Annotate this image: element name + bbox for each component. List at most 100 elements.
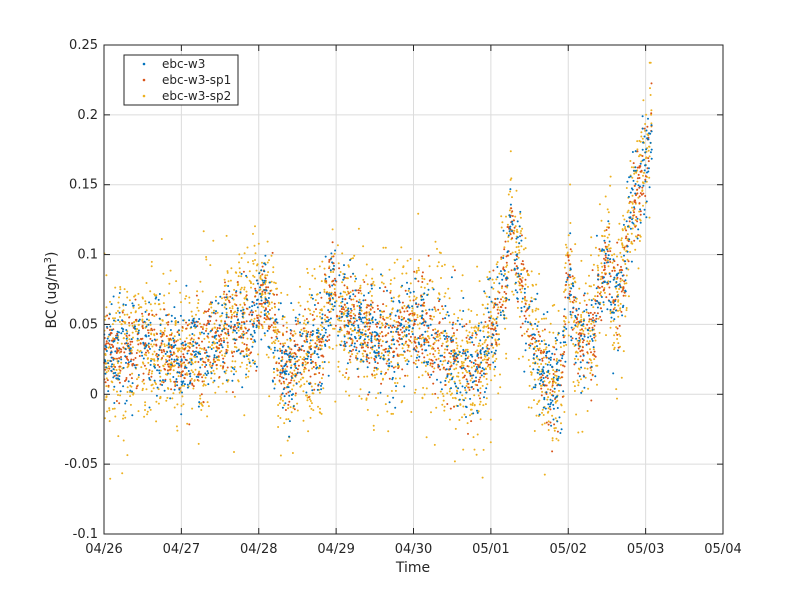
point-ebc-w3-sp1 [318,341,321,343]
point-ebc-w3-sp2 [555,358,558,360]
point-ebc-w3-sp1 [365,306,368,309]
point-ebc-w3-sp2 [243,302,246,304]
point-ebc-w3-sp2 [201,290,204,293]
point-ebc-w3-sp2 [132,392,135,395]
point-ebc-w3 [301,364,304,366]
point-ebc-w3-sp2 [604,195,607,198]
point-ebc-w3-sp2 [438,334,441,337]
point-ebc-w3 [348,297,351,300]
point-ebc-w3-sp2 [347,378,350,381]
point-ebc-w3-sp1 [382,317,385,320]
point-ebc-w3-sp2 [352,298,355,301]
point-ebc-w3-sp2 [459,309,461,312]
point-ebc-w3 [228,290,231,293]
point-ebc-w3-sp1 [320,354,323,357]
point-ebc-w3-sp2 [515,189,518,192]
point-ebc-w3-sp2 [613,341,615,344]
point-ebc-w3 [154,297,157,300]
point-ebc-w3-sp2 [477,370,479,373]
point-ebc-w3-sp2 [353,327,356,329]
point-ebc-w3-sp1 [328,334,331,337]
point-ebc-w3 [450,350,453,352]
point-ebc-w3-sp2 [615,331,618,334]
point-ebc-w3-sp1 [202,401,205,403]
point-ebc-w3-sp2 [462,361,465,364]
point-ebc-w3 [329,324,332,327]
point-ebc-w3-sp2 [497,392,500,395]
point-ebc-w3-sp2 [587,332,590,335]
point-ebc-w3-sp2 [581,390,584,393]
point-ebc-w3-sp2 [225,390,228,393]
point-ebc-w3-sp1 [587,312,590,315]
point-ebc-w3-sp2 [443,351,446,354]
point-ebc-w3-sp2 [267,356,270,359]
point-ebc-w3-sp1 [281,356,284,359]
point-ebc-w3-sp1 [594,355,597,358]
point-ebc-w3-sp2 [214,326,217,329]
point-ebc-w3 [264,263,267,266]
point-ebc-w3-sp1 [545,384,548,387]
point-ebc-w3-sp2 [461,339,464,342]
point-ebc-w3 [255,279,258,282]
point-ebc-w3 [112,358,115,361]
point-ebc-w3-sp1 [577,313,580,316]
point-ebc-w3-sp2 [286,383,289,386]
point-ebc-w3-sp2 [365,314,368,317]
point-ebc-w3-sp2 [286,439,289,442]
point-ebc-w3-sp2 [594,335,597,337]
point-ebc-w3 [238,322,241,325]
point-ebc-w3-sp2 [264,283,267,285]
point-ebc-w3-sp2 [293,369,296,372]
point-ebc-w3-sp2 [233,395,236,398]
point-ebc-w3 [213,379,216,382]
point-ebc-w3-sp1 [363,312,366,315]
point-ebc-w3-sp1 [374,335,376,338]
point-ebc-w3-sp2 [318,391,321,394]
point-ebc-w3-sp2 [410,355,413,358]
point-ebc-w3-sp1 [303,358,306,361]
point-ebc-w3-sp1 [134,298,137,301]
point-ebc-w3-sp1 [537,330,540,333]
point-ebc-w3-sp1 [575,321,578,324]
point-ebc-w3-sp2 [398,309,401,312]
point-ebc-w3-sp1 [204,352,206,354]
point-ebc-w3-sp2 [193,373,196,376]
point-ebc-w3-sp1 [272,321,275,324]
point-ebc-w3-sp1 [182,353,185,356]
point-ebc-w3-sp2 [341,252,344,255]
point-ebc-w3 [357,326,360,329]
point-ebc-w3 [386,350,389,353]
point-ebc-w3 [456,405,459,407]
point-ebc-w3 [450,336,453,339]
point-ebc-w3-sp2 [239,303,242,306]
point-ebc-w3 [276,321,279,324]
point-ebc-w3-sp2 [607,211,610,214]
point-ebc-w3-sp2 [505,265,508,268]
point-ebc-w3-sp2 [244,295,247,298]
point-ebc-w3-sp2 [296,402,299,405]
point-ebc-w3-sp2 [150,384,153,387]
point-ebc-w3-sp2 [178,391,181,394]
point-ebc-w3 [315,331,318,334]
point-ebc-w3 [237,318,240,321]
point-ebc-w3 [609,280,612,283]
point-ebc-w3-sp2 [625,274,628,277]
point-ebc-w3-sp2 [619,309,622,312]
point-ebc-w3-sp1 [467,432,469,435]
point-ebc-w3-sp1 [385,362,388,365]
point-ebc-w3-sp1 [503,291,506,293]
point-ebc-w3-sp2 [554,427,557,429]
point-ebc-w3 [239,352,242,355]
point-ebc-w3-sp2 [608,222,611,225]
point-ebc-w3-sp2 [314,382,317,385]
point-ebc-w3-sp1 [185,327,188,330]
point-ebc-w3-sp1 [571,301,574,303]
point-ebc-w3-sp2 [586,340,589,343]
point-ebc-w3-sp1 [242,270,245,273]
point-ebc-w3-sp1 [173,380,176,383]
point-ebc-w3-sp2 [578,368,581,371]
point-ebc-w3-sp2 [316,315,318,318]
point-ebc-w3-sp2 [344,306,347,309]
point-ebc-w3-sp2 [184,297,187,300]
point-ebc-w3-sp2 [231,313,234,316]
